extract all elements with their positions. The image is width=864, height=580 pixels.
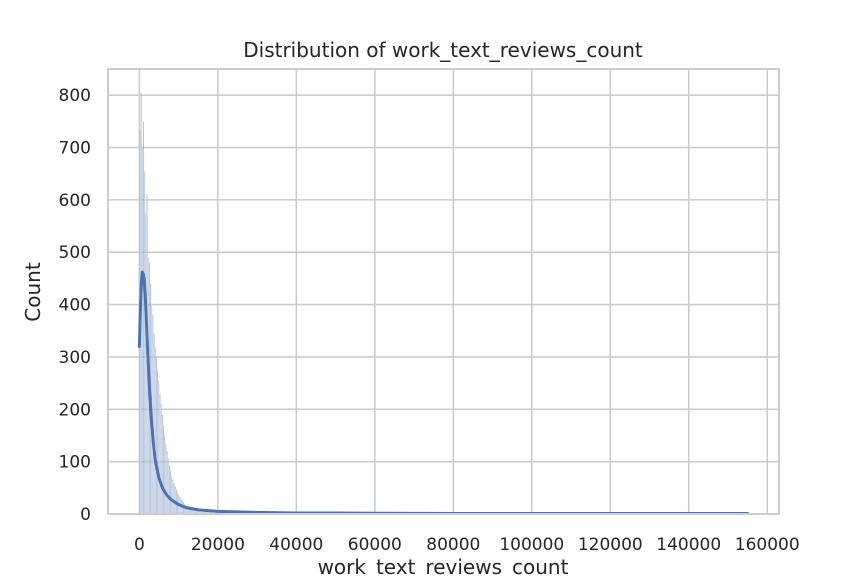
histogram-bar-11 xyxy=(152,315,153,514)
histogram-bar-2 xyxy=(142,148,143,514)
histogram-bar-3 xyxy=(143,121,144,514)
y-tick-label-3: 300 xyxy=(59,348,91,368)
histogram-bar-16 xyxy=(158,381,159,515)
x-tick-label-8: 160000 xyxy=(735,535,800,555)
histogram-bar-12 xyxy=(154,333,155,514)
y-tick-label-8: 800 xyxy=(59,86,91,106)
y-tick-label-4: 400 xyxy=(59,296,91,316)
histogram-bar-4 xyxy=(144,171,145,514)
histogram-bar-18 xyxy=(161,404,162,514)
kde-curve xyxy=(139,272,747,513)
histogram-bar-15 xyxy=(157,370,158,514)
histogram-bar-17 xyxy=(159,394,160,514)
histogram-bar-29 xyxy=(174,483,175,514)
y-tick-label-1: 100 xyxy=(59,453,91,473)
histogram-bar-22 xyxy=(165,443,166,514)
histogram-bar-24 xyxy=(168,459,169,514)
histogram-bar-21 xyxy=(164,434,165,514)
x-tick-label-2: 40000 xyxy=(269,535,323,555)
y-tick-label-0: 0 xyxy=(80,505,91,525)
histogram-bar-5 xyxy=(145,213,146,514)
histogram-bar-30 xyxy=(175,486,176,514)
plot-frame xyxy=(108,69,779,514)
x-tick-label-4: 80000 xyxy=(426,535,480,555)
histogram-bar-25 xyxy=(169,465,170,514)
y-tick-label-6: 600 xyxy=(59,191,91,211)
kde-curve-layer xyxy=(139,272,747,513)
x-tick-label-0: 0 xyxy=(134,535,145,555)
x-axis-label: work_text_reviews_count xyxy=(318,555,569,576)
y-tick-label-7: 700 xyxy=(59,139,91,159)
histogram-bar-20 xyxy=(163,425,164,514)
histogram-bar-13 xyxy=(155,346,156,514)
histogram-bar-19 xyxy=(162,415,163,514)
x-tick-label-6: 120000 xyxy=(578,535,643,555)
x-tick-label-3: 60000 xyxy=(348,535,402,555)
histogram-bar-26 xyxy=(170,471,171,514)
histogram-bar-14 xyxy=(156,357,157,514)
y-axis-label: Count xyxy=(21,262,45,322)
x-tick-label-1: 20000 xyxy=(191,535,245,555)
histogram-bar-28 xyxy=(172,479,173,514)
x-tick-label-5: 100000 xyxy=(499,535,564,555)
x-tick-label-7: 140000 xyxy=(656,535,721,555)
histogram-bar-27 xyxy=(171,475,172,514)
grid xyxy=(108,69,779,514)
plot-border xyxy=(108,69,779,514)
y-tick-label-5: 500 xyxy=(59,243,91,263)
chart-title: Distribution of work_text_reviews_count xyxy=(243,38,643,62)
histogram-bars xyxy=(139,93,748,514)
histogram-bar-23 xyxy=(166,451,167,514)
y-tick-label-2: 200 xyxy=(59,400,91,420)
